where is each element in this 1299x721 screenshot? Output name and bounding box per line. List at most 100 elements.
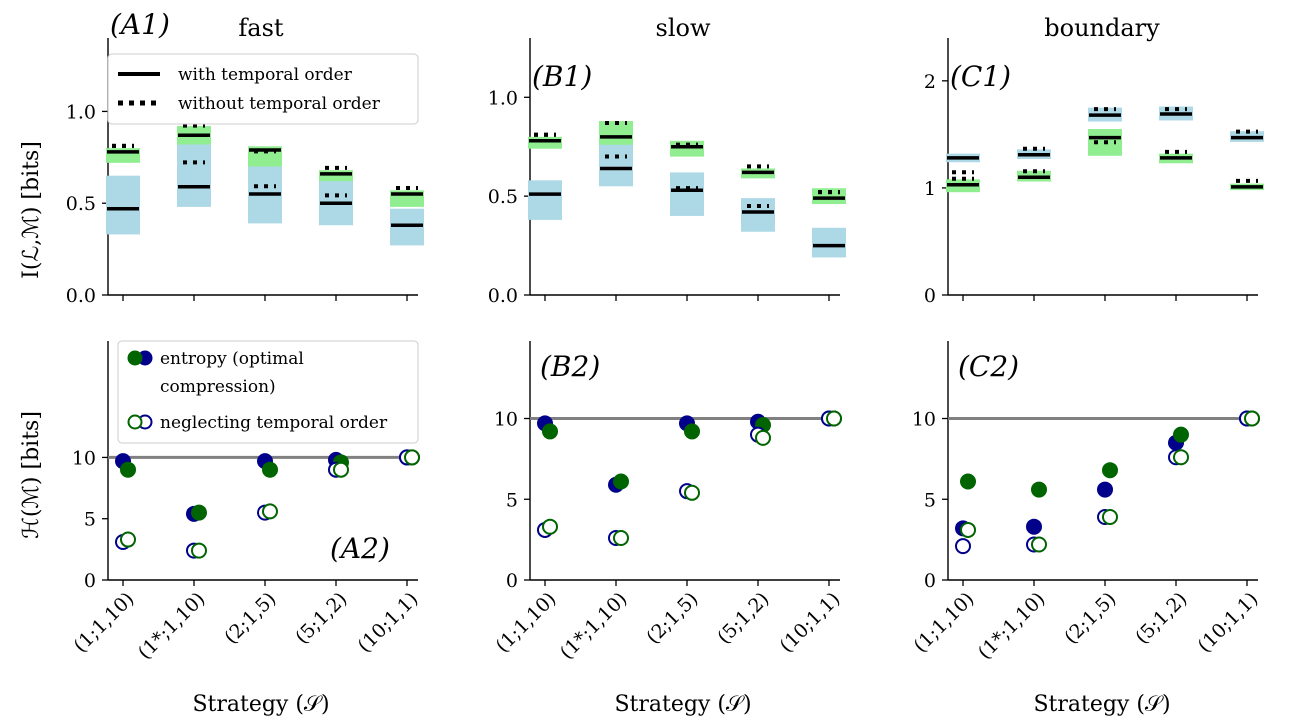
blue-band-b1 bbox=[528, 180, 562, 220]
x-tick-label-c2: (2;1,5) bbox=[1060, 588, 1120, 648]
y-tick-label-b1: 0.0 bbox=[488, 285, 518, 307]
entropy-point-green-a2 bbox=[120, 461, 136, 478]
panel-c1: 0 1 2 (C1) bbox=[924, 38, 1264, 307]
col-title-boundary: boundary bbox=[1044, 14, 1160, 42]
entropy-point-green-b2 bbox=[684, 423, 700, 440]
legend-filled-label-1: entropy (optimal bbox=[160, 349, 304, 369]
legend-top-box bbox=[107, 53, 419, 125]
y-tick-label-a2: 10 bbox=[72, 447, 96, 469]
x-tick-label-a2: (1;1,10) bbox=[70, 588, 139, 657]
y-tick-label-b2: 10 bbox=[494, 409, 518, 431]
x-tick-label-b2: (1;1,10) bbox=[492, 588, 561, 657]
x-tick-label-b2: (5;1,2) bbox=[713, 588, 773, 648]
legend-bottom: entropy (optimal compression) neglecting… bbox=[117, 340, 419, 444]
green-band-a1 bbox=[319, 170, 353, 182]
x-tick-label-c2: (1*;1,10) bbox=[974, 588, 1050, 664]
y-tick-label-c2: 0 bbox=[924, 570, 936, 592]
x-tick-label-a2: (10;1,1) bbox=[354, 588, 423, 657]
y-tick-label-c2: 5 bbox=[924, 489, 936, 511]
xlabel-A: Strategy (𝒮) bbox=[192, 692, 329, 717]
neglect-point-green-c2 bbox=[1102, 509, 1118, 526]
blue-band-a1 bbox=[319, 173, 353, 226]
neglect-point-green-c2 bbox=[1031, 536, 1047, 553]
entropy-point-green-c2 bbox=[1102, 462, 1118, 479]
panel-a1: 0.0 0.5 1.0 (A1) bbox=[66, 8, 424, 307]
y-tick-label-c1: 1 bbox=[924, 178, 936, 200]
col-title-fast: fast bbox=[238, 14, 284, 42]
y-tick-label-a1: 0.5 bbox=[66, 193, 96, 215]
legend-filled-label-2: compression) bbox=[160, 377, 276, 397]
neglect-point-green-a2 bbox=[191, 542, 207, 559]
neglect-point-green-b2 bbox=[755, 429, 771, 446]
legend-open-label: neglecting temporal order bbox=[160, 413, 388, 433]
y-tick-label-a2: 0 bbox=[84, 570, 96, 592]
neglect-point-green-a2 bbox=[262, 503, 278, 520]
y-tick-label-c1: 0 bbox=[924, 285, 936, 307]
neglect-point-green-c2 bbox=[1244, 410, 1260, 427]
y-tick-label-b1: 1.0 bbox=[488, 87, 518, 109]
entropy-point-green-c2 bbox=[1031, 481, 1047, 498]
panel-tag-b1: (B1) bbox=[532, 60, 592, 93]
xlabel-B: Strategy (𝒮) bbox=[614, 692, 751, 717]
green-band-b1 bbox=[599, 121, 633, 145]
legend-filled-green-marker bbox=[127, 350, 143, 366]
neglect-point-green-b2 bbox=[684, 484, 700, 501]
y-tick-label-c2: 10 bbox=[912, 409, 936, 431]
blue-band-b1 bbox=[670, 172, 704, 216]
panel-b1: 0.0 0.5 1.0 (B1) bbox=[488, 38, 846, 307]
neglect-point-green-a2 bbox=[404, 449, 420, 466]
neglect-point-green-a2 bbox=[333, 461, 349, 478]
entropy-point-green-a2 bbox=[262, 461, 278, 478]
legend-top: with temporal order without temporal ord… bbox=[107, 53, 419, 125]
y-tick-label-b2: 5 bbox=[506, 489, 518, 511]
entropy-point-navy-c2 bbox=[1026, 518, 1042, 535]
legend-bottom-box bbox=[117, 340, 419, 444]
x-tick-label-a2: (2;1,5) bbox=[220, 588, 280, 648]
neglect-point-green-b2 bbox=[542, 518, 558, 535]
neglect-point-green-a2 bbox=[120, 531, 136, 548]
panel-tag-c2: (C2) bbox=[958, 350, 1019, 383]
legend-open-green-marker bbox=[127, 414, 143, 430]
entropy-point-green-b2 bbox=[542, 423, 558, 440]
x-tick-label-c2: (5;1,2) bbox=[1131, 588, 1191, 648]
blue-band-a1 bbox=[106, 175, 140, 235]
neglect-point-green-c2 bbox=[960, 521, 976, 538]
neglect-point-navy-c2 bbox=[955, 538, 971, 555]
legend-dotted-label: without temporal order bbox=[178, 94, 381, 114]
y-tick-label-a2: 5 bbox=[84, 509, 96, 531]
panel-tag-a1: (A1) bbox=[110, 8, 170, 41]
x-tick-label-b2: (2;1,5) bbox=[642, 588, 702, 648]
entropy-point-green-c2 bbox=[1173, 426, 1189, 443]
x-tick-label-c2: (10;1,1) bbox=[1194, 588, 1263, 657]
panel-c2: 0 5 10 (1;1,10)(1*;1,10) (2;1,5) (5;1,2) (10;1… bbox=[910, 341, 1263, 664]
x-tick-label-b2: (1*;1,10) bbox=[556, 588, 632, 664]
ylabel-top: I(ℒ,ℳ) [bits] bbox=[19, 141, 44, 279]
x-tick-label-a2: (1*;1,10) bbox=[134, 588, 210, 664]
entropy-point-green-c2 bbox=[960, 473, 976, 490]
blue-band-b1 bbox=[741, 198, 775, 232]
x-tick-label-c2: (1;1,10) bbox=[910, 588, 979, 657]
x-tick-label-b2: (10;1,1) bbox=[776, 588, 845, 657]
blue-band-b1 bbox=[812, 227, 846, 258]
panel-tag-a2: (A2) bbox=[330, 532, 390, 565]
panel-b2: 0 5 10 (1;1,10)(1*;1,10) (2;1,5) (5;1,2) (10;1… bbox=[492, 341, 845, 664]
legend-solid-label: with temporal order bbox=[178, 65, 353, 85]
blue-band-a1 bbox=[390, 208, 424, 246]
y-tick-label-c1: 2 bbox=[924, 71, 936, 93]
entropy-point-green-a2 bbox=[191, 504, 207, 521]
entropy-point-navy-c2 bbox=[1097, 481, 1113, 498]
neglect-point-green-b2 bbox=[613, 530, 629, 547]
neglect-point-green-c2 bbox=[1173, 449, 1189, 466]
panel-tag-c1: (C1) bbox=[950, 60, 1011, 93]
panel-tag-b2: (B2) bbox=[540, 350, 600, 383]
x-tick-label-a2: (5;1,2) bbox=[291, 588, 351, 648]
col-title-slow: slow bbox=[656, 14, 711, 42]
entropy-point-green-b2 bbox=[613, 473, 629, 490]
y-tick-label-b1: 0.5 bbox=[488, 186, 518, 208]
green-band-b1 bbox=[528, 136, 562, 149]
y-tick-label-a1: 0.0 bbox=[66, 285, 96, 307]
y-tick-label-a1: 1.0 bbox=[66, 101, 96, 123]
y-tick-label-b2: 0 bbox=[506, 570, 518, 592]
ylabel-bottom: ℋ(ℳ) [bits] bbox=[19, 411, 44, 539]
